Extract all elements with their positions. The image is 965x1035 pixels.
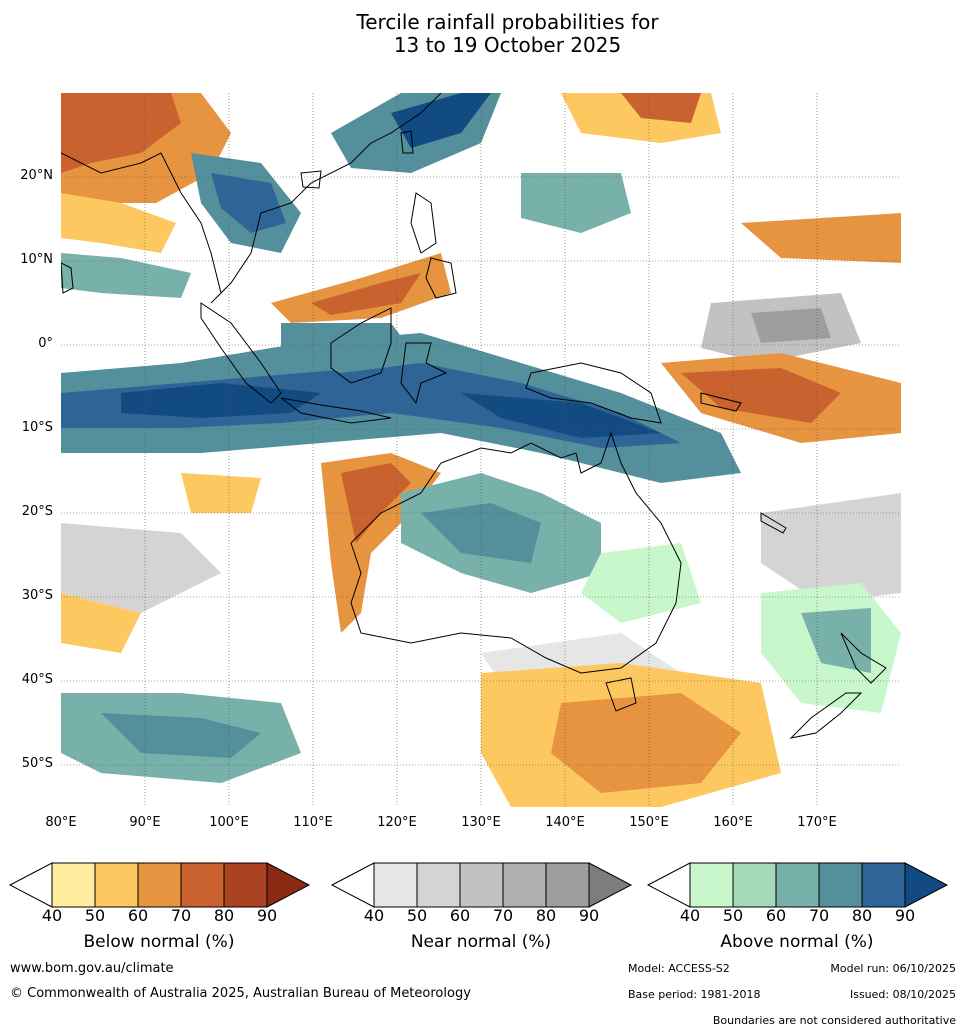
lat-label-10s: 10°S bbox=[21, 420, 53, 435]
tick: 60 bbox=[765, 906, 787, 925]
tick: 50 bbox=[406, 906, 428, 925]
colorbar-below-label: Below normal (%) bbox=[83, 932, 235, 952]
colorbar-below-70-80 bbox=[180, 862, 225, 908]
website-link[interactable]: www.bom.gov.au/climate bbox=[10, 961, 174, 976]
tick: 70 bbox=[492, 906, 514, 925]
colorbar-below-high-extend bbox=[266, 862, 311, 908]
colorbar-near-60-70 bbox=[459, 862, 504, 908]
tick: 70 bbox=[170, 906, 192, 925]
colorbar-near-80-90 bbox=[545, 862, 590, 908]
graticule bbox=[61, 93, 901, 807]
colorbar-above-high-extend bbox=[904, 862, 949, 908]
tick: 80 bbox=[851, 906, 873, 925]
lat-label-20s: 20°S bbox=[21, 504, 53, 519]
colorbar-near-label: Near normal (%) bbox=[410, 932, 552, 952]
colorbar-near-40-50 bbox=[373, 862, 418, 908]
model-run-date: Model run: 06/10/2025 bbox=[830, 962, 956, 975]
tick: 60 bbox=[127, 906, 149, 925]
tick: 50 bbox=[722, 906, 744, 925]
colorbar-above-low-extend bbox=[647, 862, 691, 908]
tick: 80 bbox=[535, 906, 557, 925]
colorbar-below-80-90 bbox=[223, 862, 268, 908]
lat-label-20n: 20°N bbox=[20, 168, 53, 183]
tick: 70 bbox=[808, 906, 830, 925]
lon-label-160e: 160°E bbox=[713, 815, 753, 830]
issued-date: Issued: 08/10/2025 bbox=[849, 988, 956, 1001]
lon-label-130e: 130°E bbox=[461, 815, 501, 830]
tick: 80 bbox=[213, 906, 235, 925]
colorbar-above-label: Above normal (%) bbox=[720, 932, 874, 952]
colorbar-near-normal bbox=[331, 862, 633, 908]
colorbar-above-40-50 bbox=[689, 862, 734, 908]
colorbar-above-normal bbox=[647, 862, 949, 908]
colorbar-below-60-70 bbox=[137, 862, 182, 908]
probability-shading bbox=[61, 93, 901, 807]
lat-label-30s: 30°S bbox=[21, 588, 53, 603]
lon-label-90e: 90°E bbox=[129, 815, 161, 830]
colorbar-above-ticks: 40 50 60 70 80 90 bbox=[647, 906, 947, 926]
lon-label-110e: 110°E bbox=[293, 815, 333, 830]
colorbar-near-high-extend bbox=[588, 862, 633, 908]
base-period: Base period: 1981-2018 bbox=[628, 988, 761, 1001]
model-name: Model: ACCESS-S2 bbox=[628, 962, 730, 975]
tick: 40 bbox=[363, 906, 385, 925]
lon-label-150e: 150°E bbox=[629, 815, 669, 830]
coastlines bbox=[61, 93, 887, 739]
colorbar-above-80-90 bbox=[861, 862, 906, 908]
colorbar-below-low-extend bbox=[9, 862, 53, 908]
colorbar-near-50-60 bbox=[416, 862, 461, 908]
map-title-line2: 13 to 19 October 2025 bbox=[393, 33, 622, 57]
lat-label-40s: 40°S bbox=[21, 672, 53, 687]
tick: 90 bbox=[578, 906, 600, 925]
tick: 40 bbox=[41, 906, 63, 925]
tick: 90 bbox=[894, 906, 916, 925]
map-title-line1: Tercile rainfall probabilities for bbox=[356, 10, 659, 34]
colorbar-above-50-60 bbox=[732, 862, 777, 908]
colorbar-above-60-70 bbox=[775, 862, 820, 908]
colorbar-below-50-60 bbox=[94, 862, 139, 908]
rainfall-probability-map bbox=[61, 93, 901, 807]
tick: 90 bbox=[256, 906, 278, 925]
lat-label-50s: 50°S bbox=[21, 756, 53, 771]
colorbar-near-70-80 bbox=[502, 862, 547, 908]
tick: 50 bbox=[84, 906, 106, 925]
lat-label-0: 0° bbox=[38, 336, 53, 351]
lat-label-10n: 10°N bbox=[20, 252, 53, 267]
lon-label-140e: 140°E bbox=[545, 815, 585, 830]
lon-label-100e: 100°E bbox=[209, 815, 249, 830]
lon-label-120e: 120°E bbox=[377, 815, 417, 830]
copyright-text: © Commonwealth of Australia 2025, Austra… bbox=[10, 986, 471, 1001]
boundaries-disclaimer: Boundaries are not considered authoritat… bbox=[712, 1014, 956, 1027]
colorbar-above-70-80 bbox=[818, 862, 863, 908]
lon-label-80e: 80°E bbox=[45, 815, 77, 830]
colorbar-below-ticks: 40 50 60 70 80 90 bbox=[9, 906, 309, 926]
colorbar-below-normal bbox=[9, 862, 311, 908]
tick: 60 bbox=[449, 906, 471, 925]
colorbar-below-40-50 bbox=[51, 862, 96, 908]
colorbar-near-ticks: 40 50 60 70 80 90 bbox=[331, 906, 631, 926]
colorbar-near-low-extend bbox=[331, 862, 375, 908]
lon-label-170e: 170°E bbox=[797, 815, 837, 830]
tick: 40 bbox=[679, 906, 701, 925]
